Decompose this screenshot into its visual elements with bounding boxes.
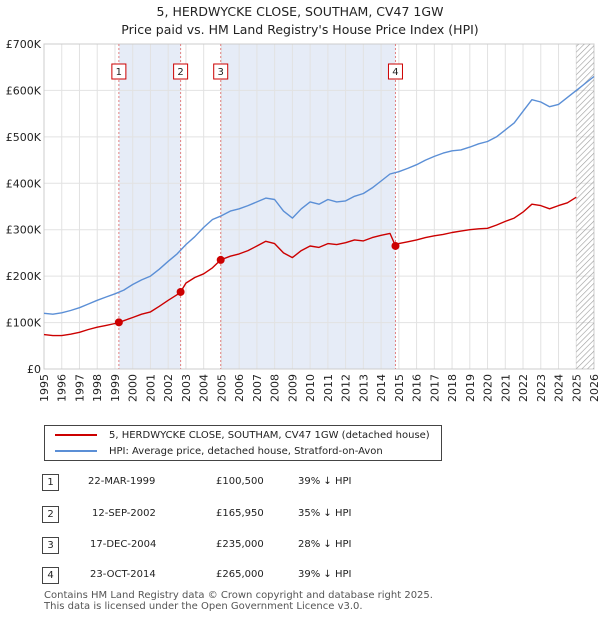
x-tick-label: 2019 [464, 374, 477, 402]
x-tick-label: 1998 [91, 374, 104, 402]
x-tick-label: 2001 [144, 374, 157, 402]
sale-price: £165,950 [216, 508, 264, 519]
x-tick-label: 1995 [38, 374, 51, 402]
legend-swatch-hpi [55, 450, 97, 452]
legend-swatch-property [55, 434, 97, 436]
sale-marker-box [387, 63, 403, 80]
x-tick-label: 2005 [215, 374, 228, 402]
forecast-hatch [576, 44, 594, 369]
series-line-property [43, 196, 577, 337]
x-tick-label: 2010 [304, 374, 317, 402]
sale-price: £235,000 [216, 539, 264, 550]
sale-number-badge: 1 [42, 474, 59, 491]
sale-marker-label: 2 [177, 67, 183, 78]
sale-marker-label: 3 [218, 67, 224, 78]
sale-markers: 1 2 3 4 [111, 63, 403, 80]
grid [43, 43, 595, 370]
shaded-period [220, 44, 396, 369]
sale-marker-box [173, 63, 189, 80]
x-tick-label: 1999 [109, 374, 122, 402]
y-tick-label: £700K [6, 38, 42, 51]
forecast-region [576, 44, 594, 369]
legend-label-hpi: HPI: Average price, detached house, Stra… [109, 445, 383, 457]
footer-copyright: Contains HM Land Registry data © Crown c… [44, 590, 433, 601]
x-tick-label: 2009 [286, 374, 299, 402]
x-tick-label: 2024 [553, 374, 566, 402]
sale-hpi-diff: 28% ↓ HPI [298, 539, 352, 550]
x-tick-label: 2011 [322, 374, 335, 402]
y-tick-label: £600K [6, 84, 42, 97]
x-tick-label: 2002 [162, 374, 175, 402]
legend: 5, HERDWYCKE CLOSE, SOUTHAM, CV47 1GW (d… [44, 425, 442, 461]
chart-subtitle: Price paid vs. HM Land Registry's House … [121, 22, 479, 37]
y-tick-label: £400K [6, 177, 42, 190]
shaded-period [118, 44, 181, 369]
footer-licence: This data is licensed under the Open Gov… [44, 601, 363, 612]
series-line-hpi [43, 75, 595, 315]
legend-label-property: 5, HERDWYCKE CLOSE, SOUTHAM, CV47 1GW (d… [109, 429, 430, 441]
sale-marker-label: 1 [116, 67, 122, 78]
x-tick-label: 2026 [588, 374, 600, 402]
chart-title: 5, HERDWYCKE CLOSE, SOUTHAM, CV47 1GW [156, 4, 444, 19]
x-axis-ticks: 1995 1996 1997 1998 1999 2000 2001 2002 2003 2004… [38, 374, 600, 402]
y-tick-label: £300K [6, 224, 42, 237]
sale-point [176, 287, 185, 296]
y-tick-label: £200K [6, 270, 42, 283]
sale-price: £265,000 [216, 569, 264, 580]
legend-item-hpi: HPI: Average price, detached house, Stra… [45, 443, 383, 459]
x-tick-label: 2012 [340, 374, 353, 402]
price-chart: 1 2 3 4 £0 £100K £200K £300K £400K £500K £600K £70… [6, 38, 600, 402]
x-tick-label: 2021 [499, 374, 512, 402]
sale-number-badge: 3 [42, 537, 59, 554]
sale-marker-label: 4 [392, 67, 398, 78]
sale-number-badge: 2 [42, 506, 59, 523]
x-tick-label: 2006 [233, 374, 246, 402]
sale-date: 12-SEP-2002 [92, 508, 156, 519]
series-lines [43, 75, 595, 337]
sale-date: 23-OCT-2014 [90, 569, 156, 580]
x-tick-label: 2016 [411, 374, 424, 402]
sale-point [391, 241, 400, 250]
x-tick-label: 2023 [535, 374, 548, 402]
x-tick-label: 2025 [570, 374, 583, 402]
x-tick-label: 2022 [517, 374, 530, 402]
x-tick-label: 2014 [375, 374, 388, 402]
x-tick-label: 2020 [482, 374, 495, 402]
x-tick-label: 2015 [393, 374, 406, 402]
sale-hpi-diff: 35% ↓ HPI [298, 508, 352, 519]
x-tick-label: 2018 [446, 374, 459, 402]
x-tick-label: 2013 [357, 374, 370, 402]
x-tick-label: 2000 [127, 374, 140, 402]
sale-price: £100,500 [216, 476, 264, 487]
y-tick-label: £500K [6, 131, 42, 144]
sale-hpi-diff: 39% ↓ HPI [298, 476, 352, 487]
x-tick-label: 2004 [198, 374, 211, 402]
x-tick-label: 1996 [56, 374, 69, 402]
sale-marker-box [213, 63, 229, 80]
sale-point [114, 318, 123, 327]
sale-point [216, 255, 225, 264]
sale-points [114, 241, 400, 327]
y-axis-ticks: £0 £100K £200K £300K £400K £500K £600K £700K [6, 38, 42, 376]
sale-number-badge: 4 [42, 567, 59, 584]
x-tick-label: 2007 [251, 374, 264, 402]
x-tick-label: 2008 [269, 374, 282, 402]
x-tick-label: 2017 [428, 374, 441, 402]
y-tick-label: £100K [6, 317, 42, 330]
x-tick-label: 2003 [180, 374, 193, 402]
shaded-periods [44, 44, 594, 369]
y-tick-label: £0 [27, 363, 41, 376]
sale-date: 17-DEC-2004 [90, 539, 157, 550]
sale-marker-box [111, 63, 127, 80]
legend-item-property: 5, HERDWYCKE CLOSE, SOUTHAM, CV47 1GW (d… [45, 427, 430, 443]
sale-date: 22-MAR-1999 [88, 476, 156, 487]
x-tick-label: 1997 [73, 374, 86, 402]
sale-hpi-diff: 39% ↓ HPI [298, 569, 352, 580]
